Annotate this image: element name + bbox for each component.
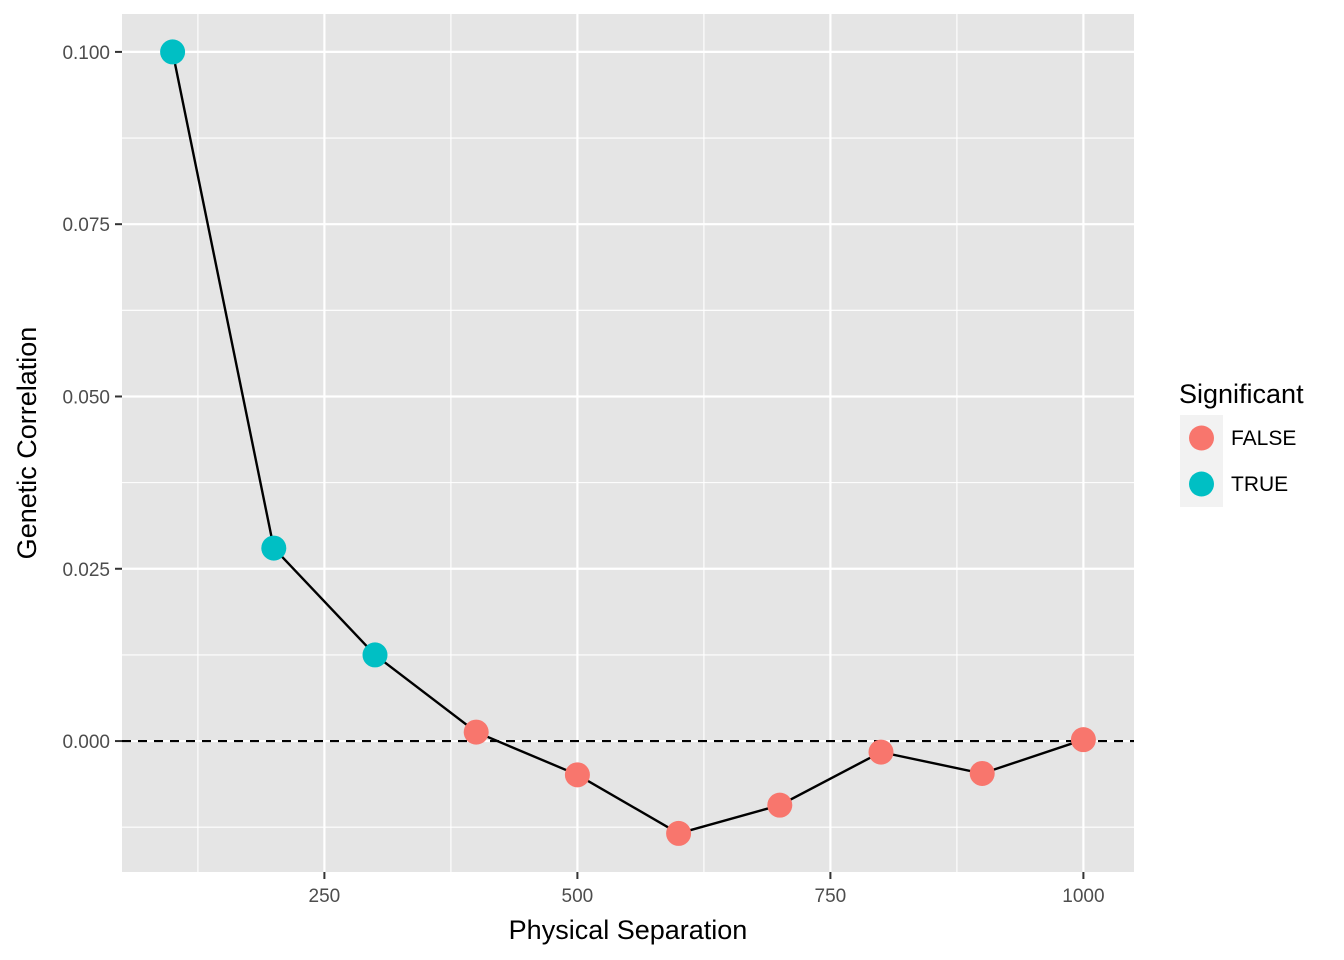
x-axis-title: Physical Separation — [509, 915, 748, 945]
y-tick-label: 0.025 — [62, 560, 110, 581]
data-point-800 — [868, 739, 894, 765]
x-tick-label: 750 — [815, 886, 847, 907]
data-point-600 — [666, 820, 692, 846]
data-point-400 — [463, 719, 489, 745]
x-axis: 250 500 750 1000 — [309, 872, 1105, 907]
y-tick-label: 0.075 — [62, 215, 110, 236]
legend-title: Significant — [1179, 379, 1304, 409]
y-axis: 0.000 0.025 0.050 0.075 0.100 — [62, 43, 122, 753]
data-point-200 — [261, 535, 287, 561]
data-point-300 — [362, 642, 388, 668]
legend-key-true — [1189, 471, 1214, 497]
data-point-500 — [564, 762, 590, 788]
y-axis-title: Genetic Correlation — [12, 327, 42, 560]
x-tick-label: 250 — [309, 886, 341, 907]
legend-key-false — [1189, 425, 1214, 451]
series-line — [171, 51, 1084, 835]
data-point-900 — [969, 760, 995, 786]
x-tick-label: 500 — [562, 886, 594, 907]
data-point-1000 — [1070, 727, 1096, 753]
legend-label-true: TRUE — [1231, 473, 1288, 496]
data-point-100 — [160, 39, 186, 65]
data-point-700 — [767, 792, 793, 818]
y-tick-label: 0.050 — [62, 387, 110, 408]
legend-label-false: FALSE — [1231, 427, 1296, 450]
data-points — [160, 39, 1096, 846]
legend: Significant FALSE TRUE — [1179, 379, 1304, 507]
y-tick-label: 0.000 — [62, 732, 110, 753]
y-tick-label: 0.100 — [62, 43, 110, 64]
legend-entries: FALSE TRUE — [1180, 415, 1296, 507]
plot-panel — [122, 14, 1134, 872]
x-tick-label: 1000 — [1062, 886, 1104, 907]
grid-minor — [122, 14, 1134, 872]
